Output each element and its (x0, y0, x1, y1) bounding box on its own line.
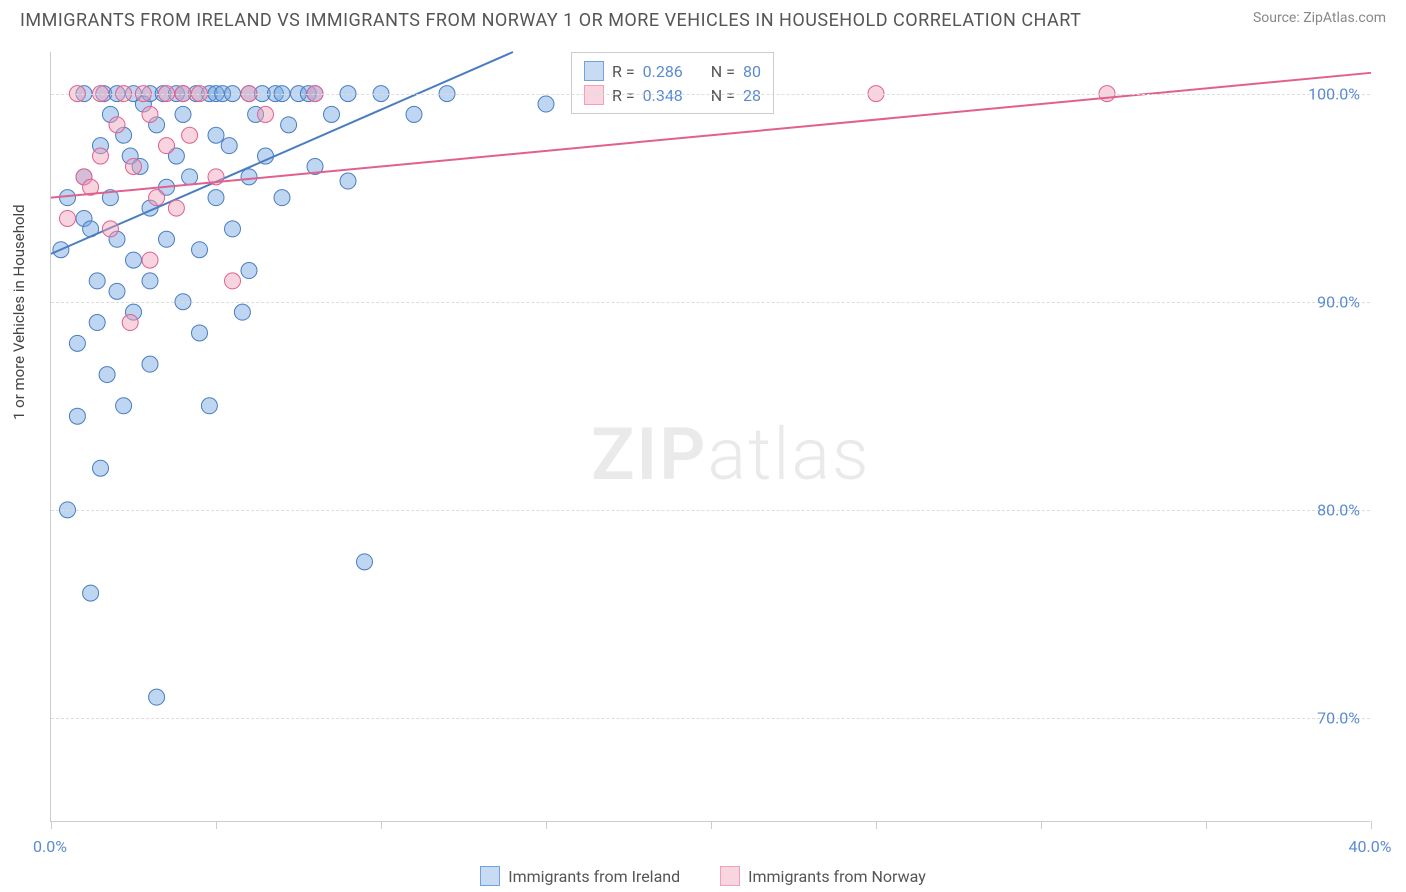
r-label: R = (612, 62, 635, 81)
correlation-legend: R = 0.286 N = 80 R = 0.348 N = 28 (571, 52, 774, 114)
y-tick-label: 100.0% (1308, 84, 1360, 103)
data-point (116, 398, 132, 414)
data-point (357, 554, 373, 570)
n-label: N = (711, 62, 735, 81)
x-tick-label: 40.0% (1349, 837, 1392, 856)
data-point (175, 106, 191, 122)
data-point (225, 273, 241, 289)
header-row: IMMIGRANTS FROM IRELAND VS IMMIGRANTS FR… (0, 0, 1406, 31)
legend-item: Immigrants from Ireland (480, 866, 680, 886)
data-point (159, 231, 175, 247)
legend-row: R = 0.286 N = 80 (584, 59, 761, 83)
n-value: 80 (743, 62, 761, 81)
x-tick (381, 821, 382, 829)
data-point (126, 158, 142, 174)
data-point (89, 315, 105, 331)
legend-swatch (480, 866, 500, 886)
data-point (93, 148, 109, 164)
legend-label: Immigrants from Norway (748, 867, 926, 886)
chart-plot-area: ZIPatlas R =0.286N =80R =0.348N =28 70.0… (50, 52, 1370, 822)
x-tick (51, 821, 52, 829)
data-point (142, 106, 158, 122)
r-value: 0.348 (643, 86, 683, 105)
data-point (142, 356, 158, 372)
data-point (93, 460, 109, 476)
trend-line (51, 52, 513, 254)
data-point (274, 190, 290, 206)
gridline (51, 94, 1370, 95)
data-point (201, 398, 217, 414)
y-tick-label: 80.0% (1317, 500, 1360, 519)
data-point (258, 106, 274, 122)
source-attribution: Source: ZipAtlas.com (1253, 10, 1386, 26)
data-point (126, 252, 142, 268)
data-point (142, 252, 158, 268)
data-point (102, 221, 118, 237)
data-point (168, 200, 184, 216)
x-tick (1371, 821, 1372, 829)
data-point (234, 304, 250, 320)
data-point (281, 117, 297, 133)
data-point (159, 138, 175, 154)
x-tick (1206, 821, 1207, 829)
x-tick (1041, 821, 1042, 829)
data-point (69, 408, 85, 424)
data-point (340, 173, 356, 189)
gridline (51, 510, 1370, 511)
data-point (142, 273, 158, 289)
data-point (208, 190, 224, 206)
data-point (60, 210, 76, 226)
data-point (208, 127, 224, 143)
data-point (182, 169, 198, 185)
data-point (122, 315, 138, 331)
data-point (149, 689, 165, 705)
data-point (225, 221, 241, 237)
data-point (69, 335, 85, 351)
x-tick-label: 0.0% (33, 837, 67, 856)
data-point (538, 96, 554, 112)
data-point (241, 263, 257, 279)
data-point (182, 127, 198, 143)
gridline (51, 302, 1370, 303)
y-axis-label: 1 or more Vehicles in Household (10, 204, 28, 420)
y-tick-label: 70.0% (1317, 708, 1360, 727)
legend-swatch (584, 85, 604, 105)
legend-item: Immigrants from Norway (720, 866, 926, 886)
y-tick-label: 90.0% (1317, 292, 1360, 311)
data-point (109, 117, 125, 133)
legend-swatch (584, 61, 604, 81)
r-value: 0.286 (643, 62, 683, 81)
legend-swatch (720, 866, 740, 886)
data-point (192, 325, 208, 341)
legend-label: Immigrants from Ireland (508, 867, 680, 886)
x-tick (711, 821, 712, 829)
series-legend: Immigrants from Ireland Immigrants from N… (0, 866, 1406, 886)
scatter-plot-svg (51, 52, 1370, 821)
data-point (89, 273, 105, 289)
x-tick (546, 821, 547, 829)
data-point (60, 190, 76, 206)
data-point (149, 190, 165, 206)
data-point (109, 283, 125, 299)
data-point (83, 585, 99, 601)
data-point (406, 106, 422, 122)
legend-row: R = 0.348 N = 28 (584, 83, 761, 107)
data-point (241, 169, 257, 185)
n-value: 28 (743, 86, 761, 105)
x-tick (216, 821, 217, 829)
chart-title: IMMIGRANTS FROM IRELAND VS IMMIGRANTS FR… (20, 10, 1081, 31)
data-point (99, 367, 115, 383)
x-tick (876, 821, 877, 829)
r-label: R = (612, 86, 635, 105)
gridline (51, 718, 1370, 719)
data-point (192, 242, 208, 258)
data-point (324, 106, 340, 122)
data-point (221, 138, 237, 154)
n-label: N = (711, 86, 735, 105)
